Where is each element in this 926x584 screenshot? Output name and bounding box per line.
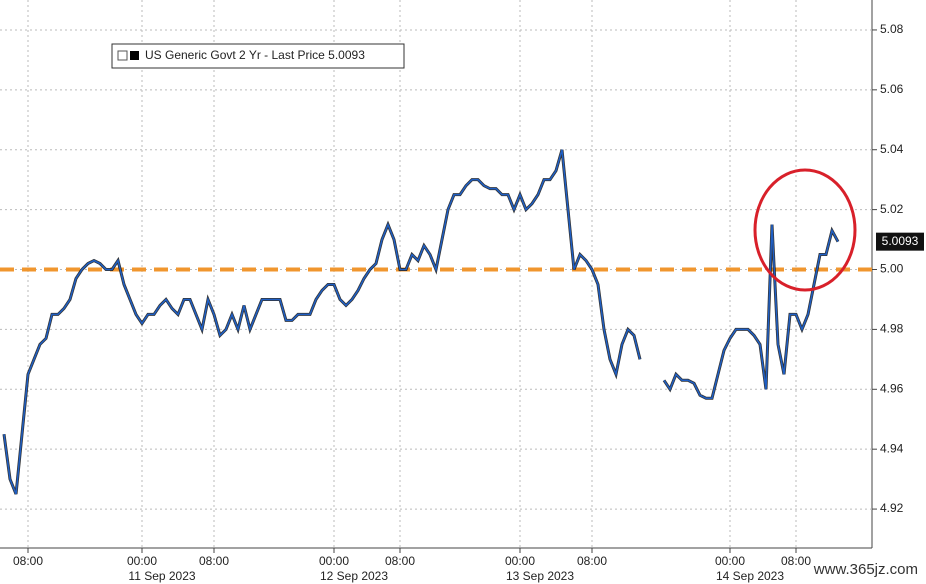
x-tick-label: 08:00 (385, 554, 415, 568)
y-tick-label: 4.94 (880, 441, 904, 455)
y-tick-label: 4.98 (880, 322, 904, 336)
plot (0, 0, 872, 548)
x-date-label: 12 Sep 2023 (320, 569, 388, 583)
legend-toggle (117, 50, 128, 61)
y-tick-label: 5.04 (880, 142, 904, 156)
last-price-tag (876, 232, 924, 251)
y-tick-label: 4.96 (880, 381, 904, 395)
x-tick-label: 08:00 (13, 554, 43, 568)
x-tick-label: 08:00 (577, 554, 607, 568)
x-date-label: 14 Sep 2023 (716, 569, 784, 583)
x-tick-label: 00:00 (505, 554, 535, 568)
x-tick-label: 00:00 (319, 554, 349, 568)
last-price-label: 5.0093 (882, 234, 919, 248)
y-tick-label: 4.92 (880, 501, 904, 515)
x-date-label: 11 Sep 2023 (128, 569, 195, 583)
y-tick-label: 5.08 (880, 22, 904, 36)
y-tick-label: 5.06 (880, 82, 904, 96)
x-tick-label: 00:00 (127, 554, 157, 568)
y-tick-label: 5.02 (880, 202, 904, 216)
legend-swatch (130, 51, 139, 60)
legend-box (111, 43, 405, 69)
x-tick-label: 08:00 (781, 554, 811, 568)
y-tick-label: 5.00 (880, 262, 904, 276)
highlight-circle (753, 168, 857, 292)
watermark: www.365jz.com (813, 561, 918, 578)
legend-label: US Generic Govt 2 Yr - Last Price 5.0093 (145, 48, 365, 62)
price-line-highlight (3, 149, 839, 495)
x-tick-label: 08:00 (199, 554, 229, 568)
x-date-label: 13 Sep 2023 (506, 569, 574, 583)
x-tick-label: 00:00 (715, 554, 745, 568)
